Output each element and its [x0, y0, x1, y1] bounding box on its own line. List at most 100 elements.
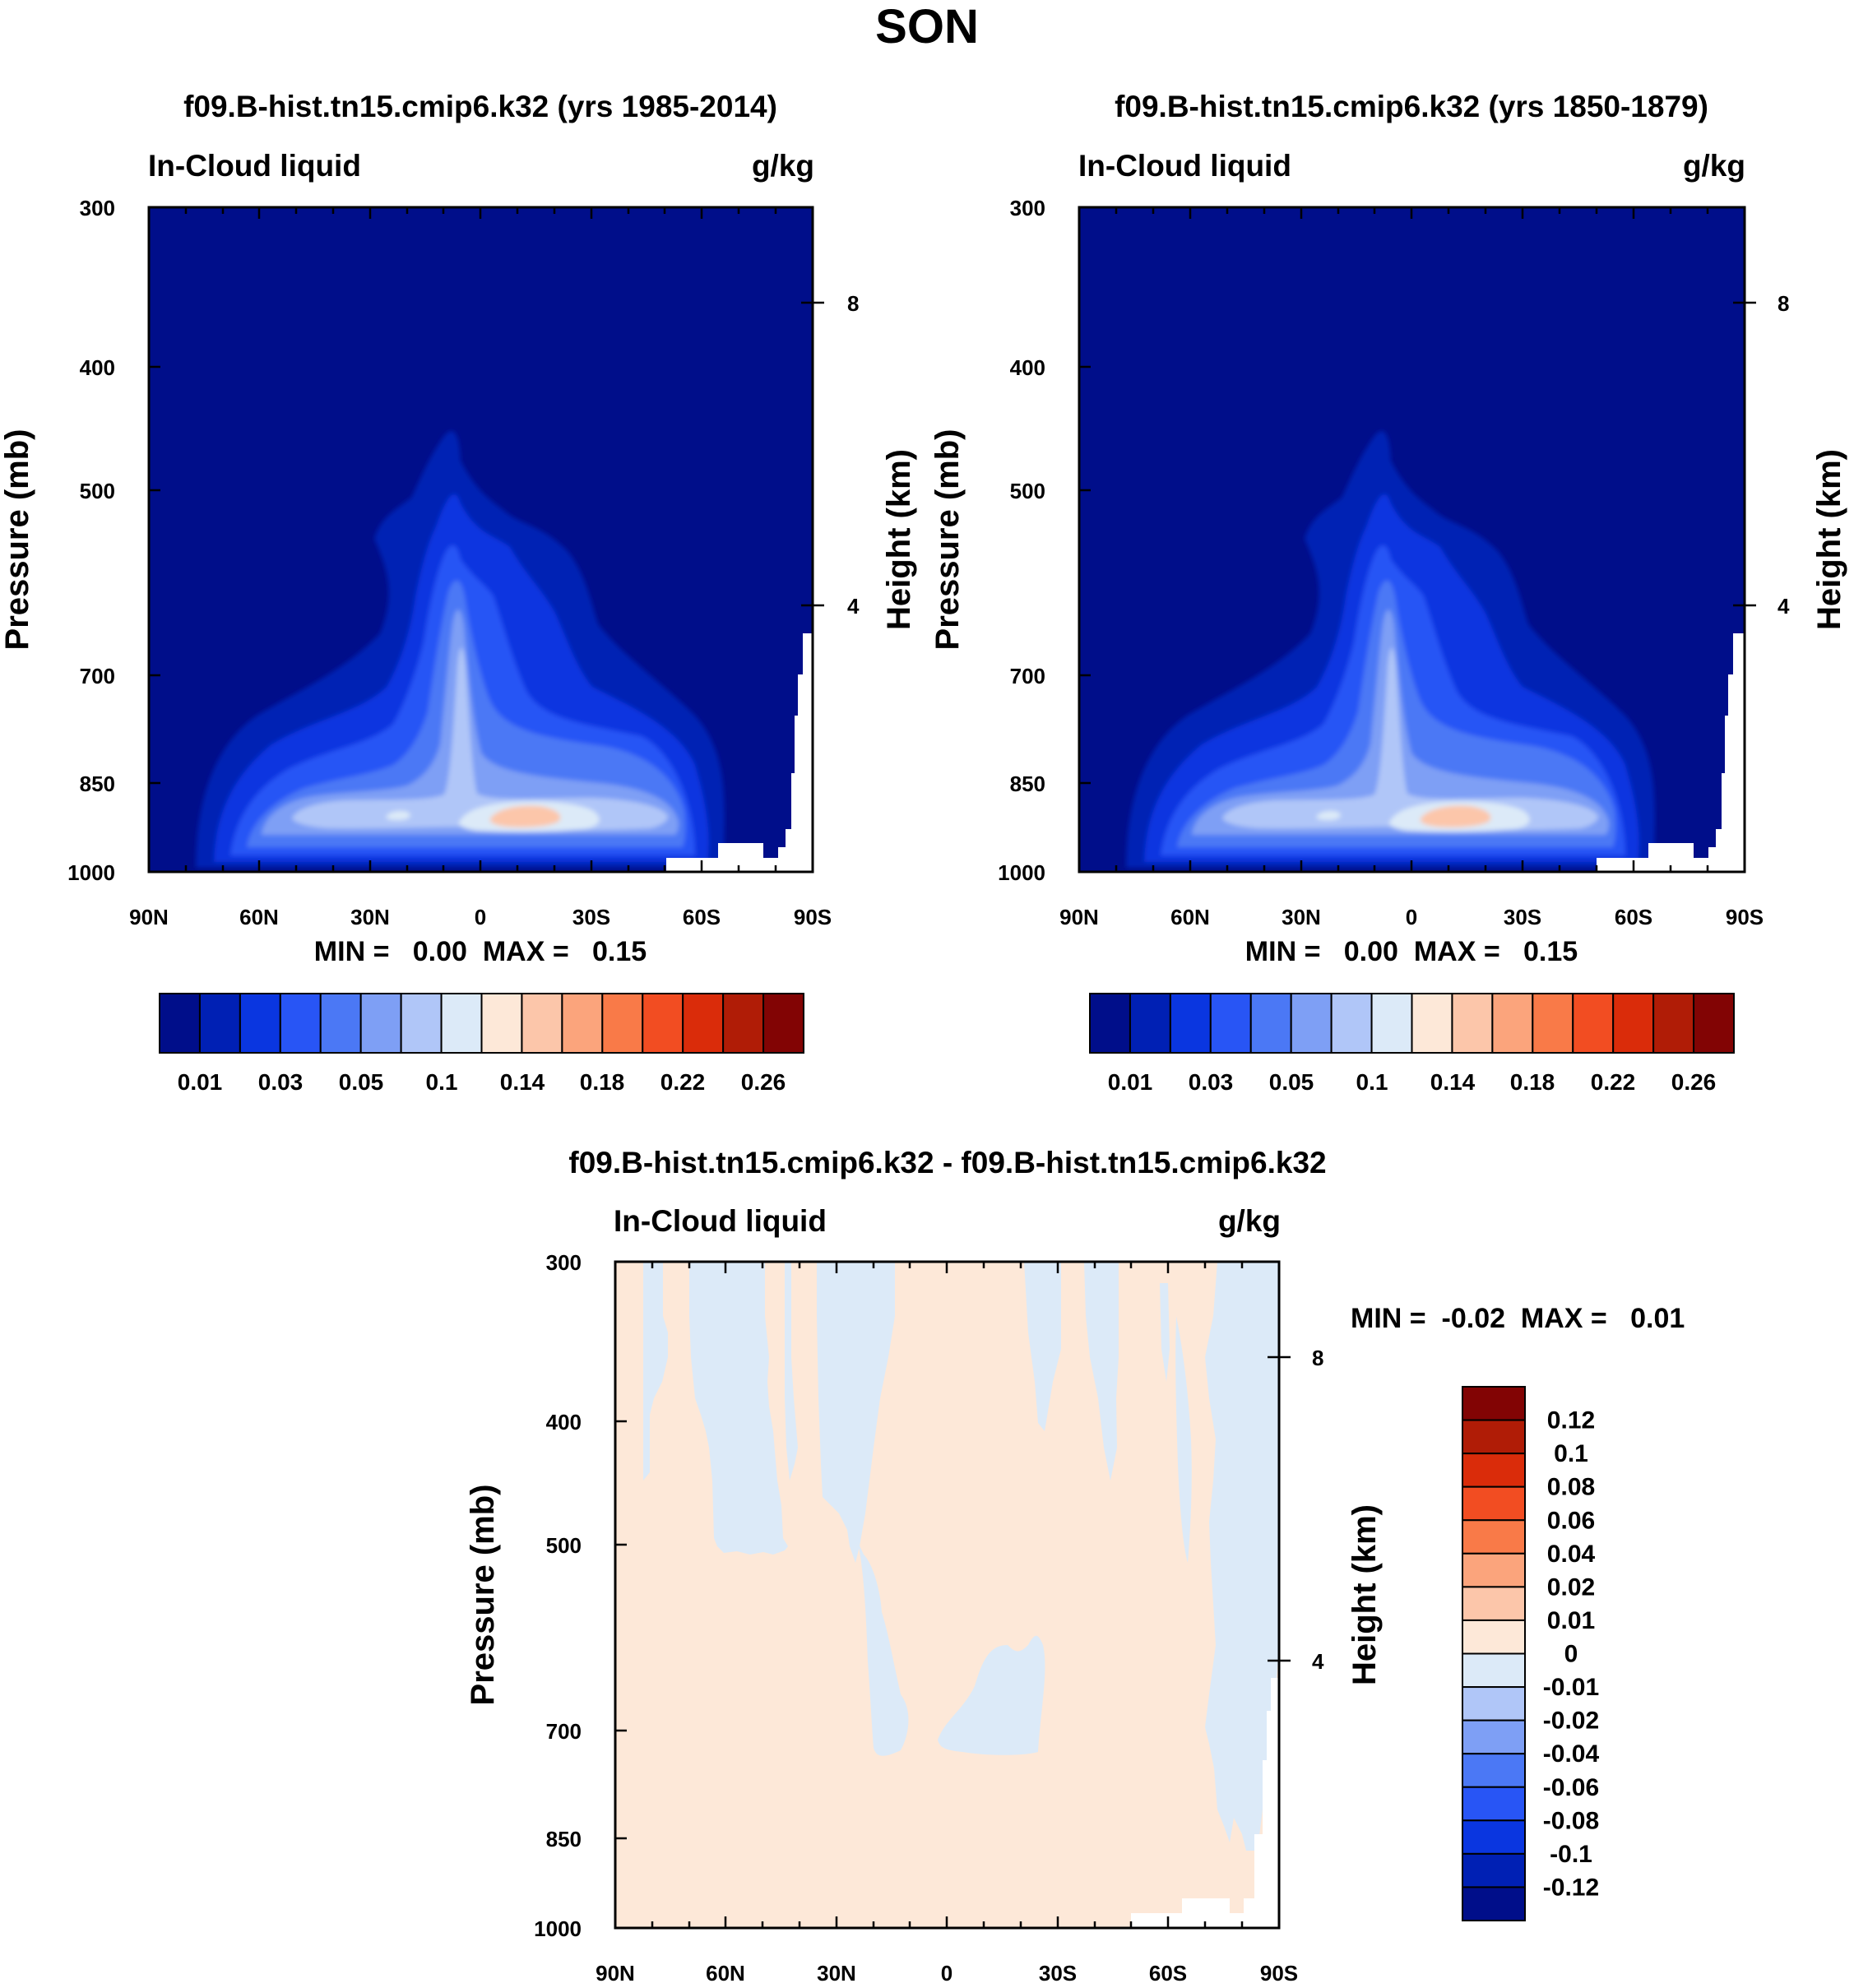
y-tick-labels: 300 400 500 700 850 1000 [998, 196, 1045, 885]
colorbar-label: 0.18 [580, 1069, 625, 1095]
y-tick-label: 1000 [998, 860, 1045, 885]
colorbar-box [1693, 993, 1735, 1054]
colorbar-label: -0.02 [1543, 1708, 1599, 1735]
colorbar-box [239, 993, 281, 1054]
colorbar-label: 0.18 [1510, 1069, 1555, 1095]
x-tick-label: 90N [596, 1961, 635, 1986]
colorbar-box [359, 993, 402, 1054]
y-right-axis-label: Height (km) [1346, 1504, 1383, 1685]
colorbar-box [1462, 1485, 1526, 1522]
x-tick-label: 30N [1282, 905, 1321, 929]
colorbar-label: 0.1 [426, 1069, 458, 1095]
colorbar [159, 993, 804, 1054]
colorbar-label: 0 [1564, 1641, 1578, 1668]
contour-level-5 [262, 609, 679, 835]
colorbar-box [1462, 1419, 1526, 1455]
colorbar-box [762, 993, 804, 1054]
height-tick-label: 8 [1778, 291, 1789, 316]
missing-data-region [666, 633, 813, 872]
x-tick-label: 30N [350, 905, 390, 929]
colorbar-label: 0.1 [1356, 1069, 1388, 1095]
negative-region [1160, 1283, 1170, 1382]
x-tick-label: 90N [129, 905, 169, 929]
colorbar-label: 0.26 [741, 1069, 786, 1095]
x-tick-label: 60S [1149, 1961, 1187, 1986]
colorbar-box [1652, 993, 1695, 1054]
colorbar-label: 0.08 [1547, 1474, 1595, 1501]
tick-marks [147, 206, 824, 874]
colorbar-label: -0.12 [1543, 1874, 1599, 1901]
x-tick-label: 90S [1260, 1961, 1298, 1986]
x-tick-label: 0 [941, 1961, 952, 1986]
y-tick-label: 500 [546, 1533, 582, 1558]
y-axis-label: Pressure (mb) [929, 429, 966, 651]
contour-level-5 [1192, 609, 1609, 835]
tick-marks [614, 1260, 1291, 1930]
colorbar-box [1462, 1652, 1526, 1689]
y-tick-label: 850 [1010, 772, 1045, 796]
colorbar-labels: 0.01 0.03 0.05 0.1 0.14 0.18 0.22 0.26 [1108, 1069, 1717, 1095]
y-right-tick-labels: 8 4 [847, 291, 860, 619]
y-tick-label: 700 [546, 1719, 582, 1744]
colorbar-box [1462, 1619, 1526, 1655]
negative-region [643, 1262, 668, 1481]
tick-marks [1078, 206, 1756, 874]
variable-label: In-Cloud liquid [148, 149, 361, 183]
contour-field [615, 1262, 1279, 1928]
contour-level-7-small [386, 810, 410, 820]
colorbar-box [159, 993, 201, 1054]
y-tick-label: 850 [80, 772, 115, 796]
negative-region [817, 1262, 895, 1563]
panel-1985-2014: f09.B-hist.tn15.cmip6.k32 (yrs 1985-2014… [0, 90, 917, 1095]
colorbar-box [521, 993, 563, 1054]
negative-region [938, 1635, 1045, 1755]
colorbar-label: 0.05 [1269, 1069, 1314, 1095]
colorbar [1462, 1386, 1526, 1921]
height-tick-label: 8 [1312, 1346, 1323, 1370]
negative-region [689, 1262, 788, 1555]
x-tick-label: 90N [1059, 905, 1099, 929]
units-label: g/kg [1218, 1204, 1281, 1238]
colorbar-label: 0.01 [1108, 1069, 1153, 1095]
y-tick-label: 400 [80, 355, 115, 380]
x-tick-label: 90S [794, 905, 832, 929]
units-label: g/kg [1683, 149, 1745, 183]
colorbar-label: 0.03 [258, 1069, 304, 1095]
height-tick-label: 4 [847, 594, 860, 619]
y-tick-label: 400 [546, 1410, 582, 1434]
x-tick-labels: 90N 60N 30N 0 30S 60S 90S [1059, 905, 1764, 929]
y-tick-label: 300 [546, 1250, 582, 1275]
y-tick-labels: 300 400 500 700 850 1000 [67, 196, 115, 885]
colorbar-label: 0.03 [1189, 1069, 1234, 1095]
colorbar-label: -0.1 [1550, 1841, 1592, 1868]
x-tick-label: 60S [683, 905, 721, 929]
colorbar-box [1462, 1753, 1526, 1788]
colorbar-box [1462, 1552, 1526, 1588]
x-tick-label: 60N [239, 905, 279, 929]
colorbar-box [722, 993, 765, 1054]
colorbar-box [319, 993, 362, 1054]
colorbar-labels: 0.12 0.1 0.08 0.06 0.04 0.02 0.01 0 -0.01 -0.02 -0… [1543, 1407, 1600, 1902]
y-tick-label: 400 [1010, 355, 1045, 380]
y-tick-label: 1000 [67, 860, 115, 885]
units-label: g/kg [752, 149, 814, 183]
colorbar-box [198, 993, 241, 1054]
contour-level-8 [489, 805, 561, 827]
y-tick-label: 500 [1010, 479, 1045, 503]
negative-anomaly-regions [643, 1262, 1279, 1851]
x-tick-label: 60S [1615, 905, 1652, 929]
colorbar-box [1462, 1719, 1526, 1755]
y-tick-label: 300 [80, 196, 115, 220]
colorbar-label: 0.04 [1547, 1541, 1596, 1568]
negative-region [1024, 1262, 1061, 1431]
y-right-axis-label: Height (km) [881, 449, 917, 630]
colorbar-box [1462, 1686, 1526, 1722]
y-tick-label: 700 [80, 664, 115, 688]
x-tick-label: 30S [572, 905, 610, 929]
colorbar-box [1089, 993, 1131, 1054]
colorbar-box [1129, 993, 1171, 1054]
colorbar-label: 0.14 [500, 1069, 545, 1095]
y-tick-label: 500 [80, 479, 115, 503]
colorbar-box [1612, 993, 1655, 1054]
